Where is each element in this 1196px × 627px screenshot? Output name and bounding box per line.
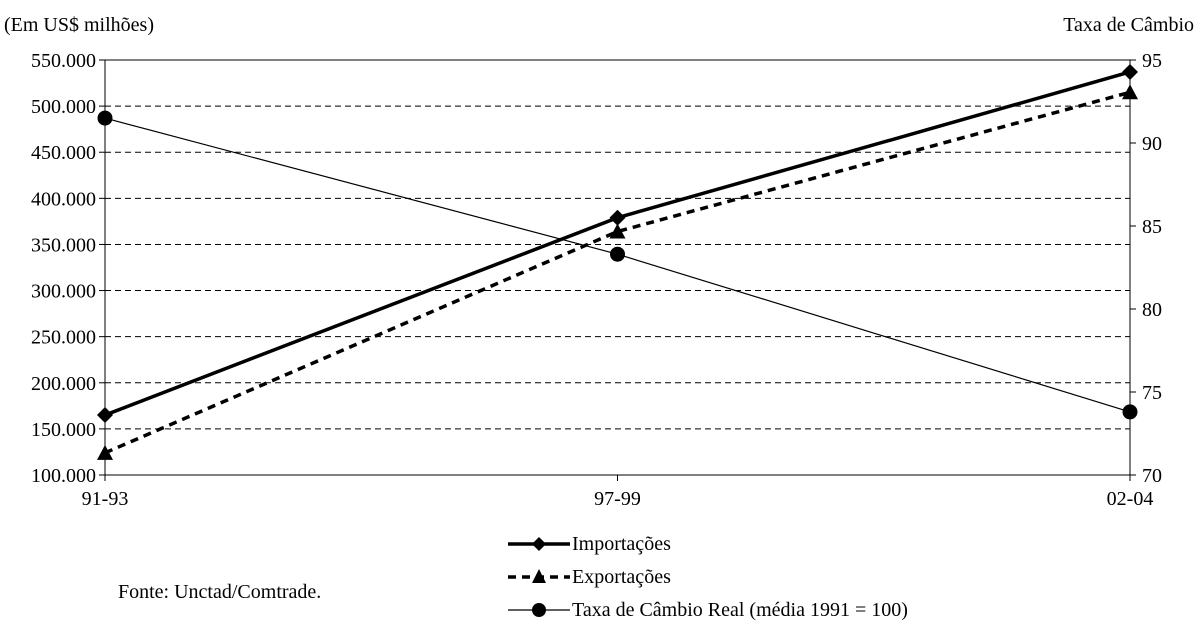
diamond-marker-icon: [508, 537, 570, 551]
gridlines: [105, 105, 1130, 430]
x-tick-label: 02-04: [1107, 488, 1154, 510]
right-tick-label: 90: [1142, 133, 1162, 155]
triangle-marker-icon: [508, 569, 570, 583]
circle-marker: [610, 246, 625, 262]
left-tick-label: 500.000: [31, 96, 96, 118]
triangle-marker: [609, 223, 626, 239]
circle-marker-icon: [508, 603, 570, 617]
legend-label: Exportações: [572, 566, 671, 588]
right-tick-label: 70: [1142, 465, 1162, 487]
left-tick-label: 300.000: [31, 281, 96, 303]
left-axis-title: (Em US$ milhões): [4, 14, 154, 36]
x-tick-label: 97-99: [594, 488, 641, 510]
x-axis: 91-93 97-99 02-04: [82, 475, 1154, 510]
left-tick-label: 400.000: [31, 188, 96, 210]
diamond-marker: [609, 209, 626, 226]
left-tick-label: 150.000: [31, 419, 96, 441]
diamond-marker: [97, 407, 113, 424]
left-tick-label: 100.000: [31, 465, 96, 487]
left-tick-label: 200.000: [31, 373, 96, 395]
right-tick-label: 80: [1142, 299, 1162, 321]
series-line: [104, 90, 1131, 455]
triangle-marker: [97, 444, 113, 460]
right-axis: 70 75 80 85 90 95: [1130, 50, 1162, 487]
right-tick-label: 75: [1142, 382, 1162, 404]
left-tick-label: 550.000: [31, 50, 96, 72]
left-axis: 100.000 150.000 200.000 250.000 300.000 350.0…: [31, 50, 105, 487]
triangle-marker: [1122, 84, 1138, 100]
right-axis-title: Taxa de Câmbio: [1063, 14, 1194, 36]
legend-item-exportacoes: Exportações: [506, 561, 908, 594]
circle-marker: [97, 110, 113, 126]
plot-area: [104, 59, 1131, 476]
legend: Importações Exportações Taxa de Câmbio R…: [506, 528, 908, 627]
left-tick-label: 450.000: [31, 142, 96, 164]
left-tick-label: 250.000: [31, 327, 96, 349]
source-note: Fonte: Unctad/Comtrade.: [118, 581, 322, 603]
left-tick-label: 350.000: [31, 234, 96, 256]
right-tick-label: 85: [1142, 216, 1162, 238]
legend-label: Importações: [572, 533, 671, 555]
legend-item-taxa-cambio: Taxa de Câmbio Real (média 1991 = 100): [506, 594, 908, 627]
legend-label: Taxa de Câmbio Real (média 1991 = 100): [572, 599, 908, 621]
series-layer: [97, 63, 1138, 460]
circle-marker: [1122, 404, 1138, 420]
diamond-marker: [1122, 63, 1138, 80]
x-tick-label: 91-93: [82, 488, 129, 510]
legend-item-importacoes: Importações: [506, 528, 908, 561]
right-tick-label: 95: [1142, 50, 1162, 72]
